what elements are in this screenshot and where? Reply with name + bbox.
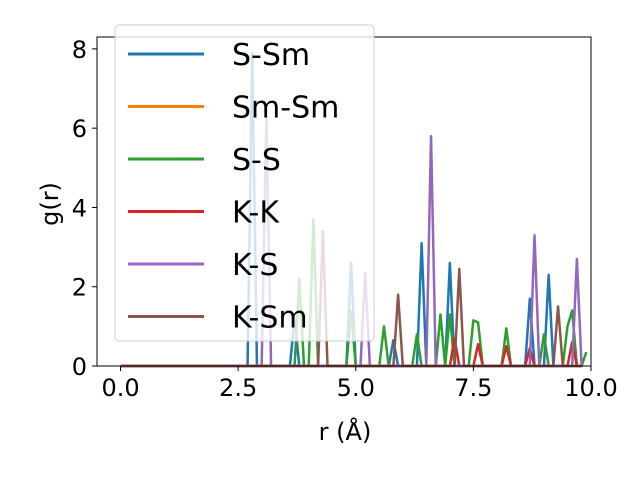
legend-label-k-k: K-K bbox=[232, 196, 280, 231]
x-tick-label: 2.5 bbox=[219, 374, 257, 402]
y-axis-label: g(r) bbox=[36, 182, 64, 226]
x-tick-label: 5.0 bbox=[337, 374, 375, 402]
legend: S-Sm Sm-Sm S-S K-K K-S K-Sm bbox=[114, 24, 375, 342]
y-tick-label: 2 bbox=[72, 274, 87, 302]
legend-box bbox=[114, 24, 375, 342]
series-line-k-k bbox=[120, 337, 582, 368]
legend-label-k-s: K-S bbox=[232, 248, 278, 283]
x-tick-label: 7.5 bbox=[454, 374, 492, 402]
y-tick-label: 0 bbox=[72, 353, 87, 381]
x-axis-ticks: 0.0 2.5 5.0 7.5 10.0 bbox=[101, 366, 618, 402]
legend-label-sm-sm: Sm-Sm bbox=[232, 91, 339, 126]
legend-label-s-sm: S-Sm bbox=[232, 38, 310, 73]
y-tick-label: 6 bbox=[72, 115, 87, 143]
legend-label-s-s: S-S bbox=[232, 143, 281, 178]
x-tick-label: 0.0 bbox=[101, 374, 139, 402]
y-tick-label: 8 bbox=[72, 36, 87, 64]
x-tick-label: 10.0 bbox=[564, 374, 617, 402]
legend-label-k-sm: K-Sm bbox=[232, 301, 308, 336]
y-axis-ticks: 0 2 4 6 8 bbox=[72, 36, 97, 381]
x-axis-label: r (Å) bbox=[319, 417, 372, 446]
y-tick-label: 4 bbox=[72, 194, 87, 222]
